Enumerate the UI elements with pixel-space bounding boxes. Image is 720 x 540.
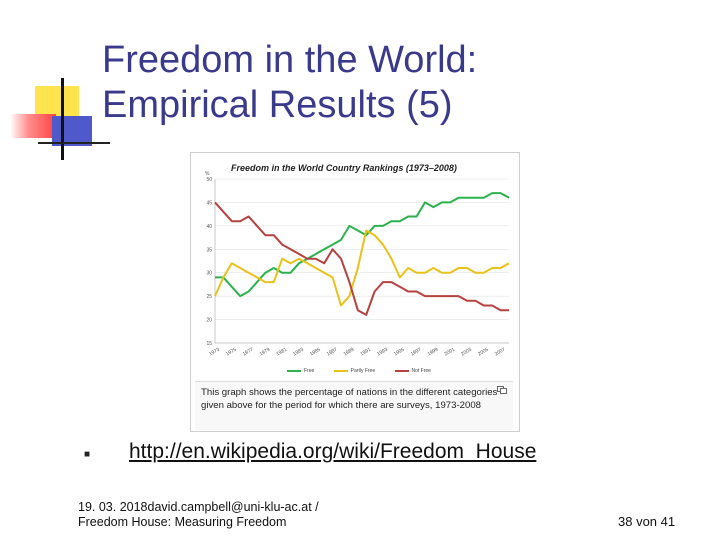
y-tick-label: 20 <box>206 318 212 324</box>
y-tick-label: 15 <box>206 341 212 347</box>
slide-title-line2: Empirical Results (5) <box>102 84 453 126</box>
x-tick-label: 1999 <box>427 347 440 358</box>
footer-info: 19. 03. 2018david.campbell@uni-klu-ac.at… <box>78 500 378 530</box>
series-line-not-free <box>214 201 509 316</box>
legend-item-free: Free <box>287 368 314 374</box>
y-tick-label: 30 <box>206 271 212 277</box>
decor-red-bar <box>10 114 56 138</box>
y-tick-label: 35 <box>206 247 212 253</box>
line-chart: % 15 20 25 30 35 40 45 50 1973 1975 1977 1979 1981 198… <box>205 171 510 358</box>
decor-blue-square <box>52 116 92 146</box>
x-tick-label: 1987 <box>326 347 339 358</box>
x-tick-label: 2005 <box>477 347 490 358</box>
x-tick-label: 1983 <box>292 347 305 358</box>
x-tick-label: 1993 <box>376 347 389 358</box>
footer-line1: 19. 03. 2018david.campbell@uni-klu-ac.at… <box>78 500 319 514</box>
x-tick-label: 2001 <box>443 347 456 358</box>
x-tick-label: 1995 <box>393 347 406 358</box>
legend-item-partly-free: Partly Free <box>333 368 376 374</box>
y-tick-label: 25 <box>206 294 212 300</box>
y-axis-label: % <box>205 171 210 177</box>
y-tick-label: 45 <box>206 200 212 206</box>
x-tick-label: 1989 <box>343 347 356 358</box>
x-tick-label: 2003 <box>460 347 473 358</box>
legend-item-not-free: Not Free <box>394 368 431 374</box>
x-tick-label: 1975 <box>225 347 238 358</box>
figure-caption: This graph shows the percentage of natio… <box>201 387 498 411</box>
bullet-marker-icon: ■ <box>84 449 91 460</box>
page-number: 38 von 41 <box>618 514 676 529</box>
series-line-partly-free <box>214 229 510 307</box>
chart-title: Freedom in the World Country Rankings (1… <box>231 163 457 173</box>
decor-vertical-line <box>61 78 64 160</box>
expand-icon[interactable] <box>497 386 507 394</box>
y-tick-label: 50 <box>206 177 212 183</box>
slide-title: Freedom in the World: Empirical Results … <box>102 38 662 128</box>
slide-title-line1: Freedom in the World: <box>102 39 478 81</box>
legend-label-not-free: Not Free <box>411 368 431 374</box>
legend-label-free: Free <box>304 368 315 374</box>
chart-legend: Free Partly Free Not Free <box>287 368 449 374</box>
x-tick-label: 1979 <box>259 347 272 358</box>
wikipedia-link[interactable]: http://en.wikipedia.org/wiki/Freedom_Hou… <box>129 440 537 463</box>
x-tick-label: 2007 <box>494 347 507 358</box>
legend-label-partly-free: Partly Free <box>350 368 376 374</box>
x-tick-label: 1991 <box>359 347 372 358</box>
chart-figure[interactable]: % 15 20 25 30 35 40 45 50 1973 1975 1977 1979 1981 198… <box>190 152 520 432</box>
x-tick-label: 1977 <box>242 347 255 358</box>
caption-box: This graph shows the percentage of natio… <box>195 381 513 430</box>
x-tick-label: 1973 <box>208 347 221 358</box>
x-tick-label: 1997 <box>410 347 423 358</box>
footer-line2: Freedom House: Measuring Freedom <box>78 515 287 529</box>
series-line-free <box>215 192 510 298</box>
decor-horizontal-line <box>38 142 110 144</box>
y-tick-label: 40 <box>206 224 212 230</box>
x-tick-label: 1985 <box>309 347 322 358</box>
x-tick-label: 1981 <box>275 347 288 358</box>
